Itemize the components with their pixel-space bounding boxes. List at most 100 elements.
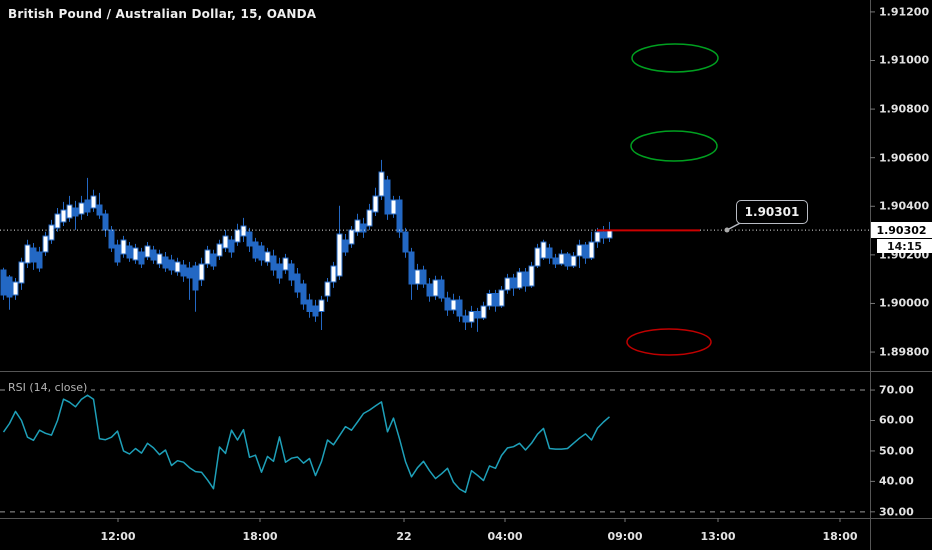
time-tick-label: 13:00 — [700, 530, 736, 543]
candle-body — [414, 269, 421, 285]
candle-body — [12, 281, 19, 296]
time-tick-label: 18:00 — [822, 530, 858, 543]
candle-body — [474, 311, 481, 319]
price-tick-label: 1.91200 — [879, 5, 930, 19]
candle-body — [180, 264, 187, 277]
lower-target-ellipse-drawing[interactable] — [626, 328, 712, 356]
candle-body — [150, 249, 157, 261]
candle-body — [246, 231, 253, 247]
candle-body — [258, 245, 265, 261]
candle-body — [540, 241, 547, 259]
candle-body — [102, 213, 109, 231]
time-tick-label: 18:00 — [242, 530, 278, 543]
candle-body — [78, 202, 85, 215]
candle-body — [264, 251, 271, 263]
candle-body — [444, 297, 451, 311]
price-tick-label: 1.90600 — [879, 151, 930, 165]
candle-body — [270, 255, 277, 271]
candle-body — [60, 209, 67, 223]
candle-body — [552, 257, 559, 265]
candle-body — [336, 233, 343, 277]
candle-body — [318, 299, 325, 313]
candle-body — [516, 271, 523, 289]
candle-body — [378, 171, 385, 197]
candle-body — [174, 261, 181, 273]
candle-body — [462, 315, 469, 323]
price-callout-tooltip[interactable]: 1.90301 — [736, 200, 808, 224]
candle-body — [198, 263, 205, 281]
drawing-anchor-point[interactable] — [724, 227, 730, 233]
candle-body — [342, 239, 349, 253]
symbol-legend[interactable]: British Pound / Australian Dollar, 15, O… — [8, 7, 317, 21]
price-tick-label: 1.90400 — [879, 199, 930, 213]
candle-body — [594, 231, 601, 243]
candle-body — [354, 219, 361, 233]
candle-body — [546, 247, 553, 259]
rsi-tick-label: 70.00 — [879, 383, 914, 397]
candle-body — [324, 281, 331, 297]
candle-body — [528, 265, 535, 287]
candle-body — [144, 245, 151, 258]
candle-body — [90, 195, 97, 209]
candle-body — [108, 229, 115, 249]
candle-body — [396, 199, 403, 233]
mid-target-ellipse-drawing[interactable] — [630, 130, 718, 162]
candle-body — [588, 241, 595, 259]
candle-body — [252, 241, 259, 259]
candle-body — [390, 199, 397, 215]
candle-body — [156, 253, 163, 265]
price-tick-label: 1.89800 — [879, 345, 930, 359]
candle-body — [468, 311, 475, 323]
candle-body — [600, 231, 607, 239]
price-tick-label: 1.91000 — [879, 53, 930, 67]
candle-body — [0, 269, 7, 296]
candle-body — [384, 179, 391, 215]
candle-body — [36, 251, 43, 269]
price-tick-label: 1.90800 — [879, 102, 930, 116]
candle-body — [492, 293, 499, 307]
candle-body — [504, 277, 511, 291]
candle-body — [366, 209, 373, 227]
candle-body — [420, 269, 427, 285]
candle-body — [114, 244, 121, 263]
rsi-tick-label: 30.00 — [879, 505, 914, 519]
candle-body — [558, 253, 565, 265]
candle-body — [204, 249, 211, 265]
candle-body — [294, 273, 301, 293]
candle-body — [186, 267, 193, 279]
current-price-label: 1.90302 — [871, 222, 932, 238]
candle-body — [510, 277, 517, 289]
candle-body — [54, 213, 61, 229]
candle-body — [450, 299, 457, 311]
candle-body — [66, 204, 73, 219]
candle-body — [498, 289, 505, 307]
candle-body — [300, 283, 307, 305]
candle-body — [372, 195, 379, 213]
rsi-tick-label: 40.00 — [879, 474, 914, 488]
candle-body — [582, 244, 589, 259]
candle-body — [30, 247, 37, 263]
upper-target-ellipse-drawing[interactable] — [631, 43, 719, 73]
candle-body — [42, 235, 49, 253]
candle-body — [534, 247, 541, 267]
candle-body — [408, 251, 415, 285]
candle-body — [288, 263, 295, 281]
candle-body — [312, 305, 319, 317]
rsi-indicator-legend[interactable]: RSI (14, close) — [8, 381, 92, 394]
candle-body — [570, 255, 577, 267]
candle-body — [402, 231, 409, 253]
time-tick-label: 12:00 — [100, 530, 136, 543]
candle-body — [240, 225, 247, 237]
price-tick-label: 1.90000 — [879, 296, 930, 310]
candle-body — [72, 207, 79, 217]
bar-countdown-label: 14:15 — [877, 239, 932, 253]
candle-body — [18, 261, 25, 284]
candle-body — [360, 223, 367, 233]
candle-body — [576, 244, 583, 257]
candle-body — [120, 239, 127, 255]
candle-body — [480, 305, 487, 319]
candle-body — [162, 256, 169, 269]
candle-body — [522, 271, 529, 287]
